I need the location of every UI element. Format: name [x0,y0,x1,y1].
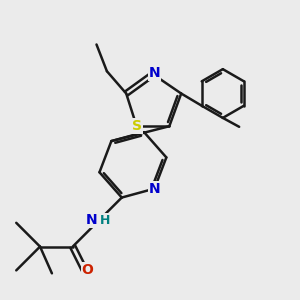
Text: H: H [100,214,110,227]
Text: N: N [148,66,160,80]
Text: O: O [82,263,94,278]
Text: S: S [132,119,142,133]
Text: N: N [148,182,160,196]
Text: N: N [86,213,98,227]
